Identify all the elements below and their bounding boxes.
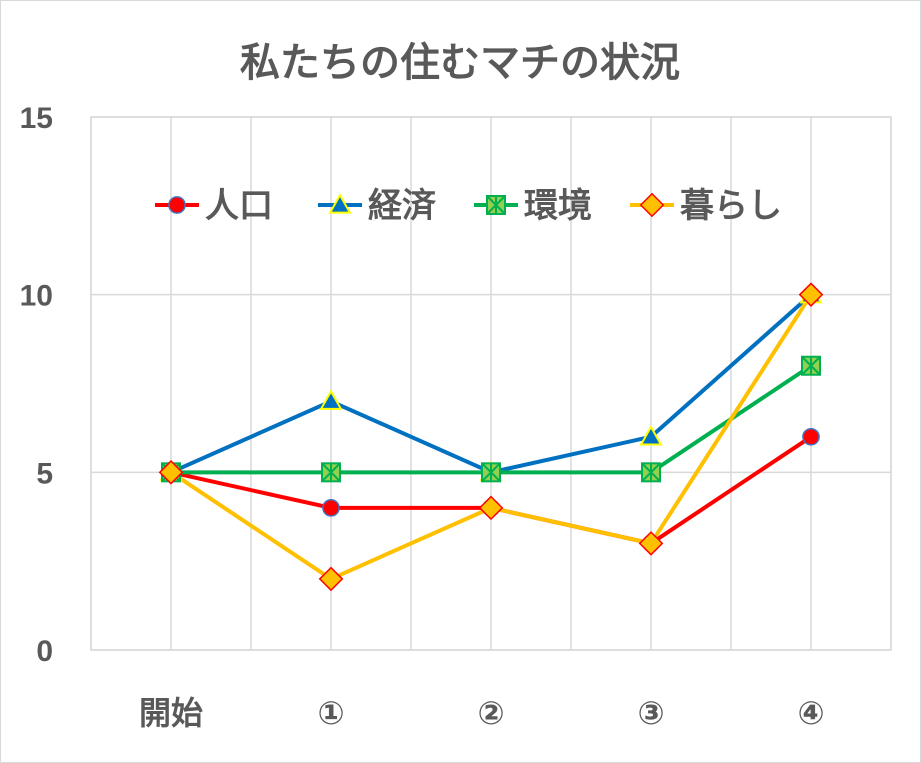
legend-item: 暮らし (630, 186, 782, 226)
data-point-環境 (481, 462, 501, 483)
data-point-環境 (641, 462, 661, 483)
data-point-暮らし (638, 531, 664, 556)
gridlines (90, 116, 892, 651)
legend-marker (486, 195, 506, 215)
data-point-人口 (802, 427, 820, 446)
x-tick-label: ④ (797, 694, 824, 732)
x-tick-label: ③ (637, 694, 664, 732)
data-point-環境-star (321, 462, 341, 483)
legend-label: 経済 (368, 186, 437, 226)
x-tick-label: ② (477, 694, 504, 732)
data-point-経済 (639, 424, 663, 446)
data-point-環境-star (801, 356, 821, 376)
legend-marker (639, 192, 665, 218)
data-point-人口 (322, 499, 340, 517)
legend-marker (168, 196, 186, 214)
legend-label: 人口 (205, 186, 273, 226)
legend-item: 人口 (155, 186, 273, 226)
x-tick-label: ① (317, 694, 344, 732)
series-markers (158, 282, 824, 592)
data-point-経済 (319, 389, 343, 410)
legend-marker (328, 193, 352, 214)
y-tick-label: 10 (20, 280, 53, 313)
chart-title: 私たちの住むマチの状況 (240, 40, 680, 86)
legend-item: 経済 (318, 186, 437, 226)
data-point-暮らし (798, 282, 824, 307)
legend-label: 環境 (524, 186, 592, 226)
y-tick-label: 0 (36, 635, 53, 668)
y-tick-label: 5 (36, 457, 53, 490)
data-point-環境-star (481, 462, 501, 483)
data-point-環境 (801, 355, 821, 376)
y-tick-label: 15 (20, 102, 53, 135)
legend-label: 暮らし (680, 186, 782, 226)
data-point-暮らし (478, 495, 504, 521)
data-point-環境-star (641, 462, 661, 483)
data-point-環境 (321, 462, 341, 483)
legend-marker-star (486, 195, 506, 215)
x-axis-ticks: 開始 ① ② ③ ④ (139, 694, 825, 732)
y-axis-ticks: 0 5 10 15 (20, 102, 53, 668)
legend-item: 環境 (474, 186, 592, 226)
data-point-暮らし (158, 460, 184, 485)
x-tick-label: 開始 (139, 694, 203, 732)
data-point-暮らし (318, 566, 344, 592)
legend: 人口 経済 環境 暮らし (155, 186, 782, 226)
